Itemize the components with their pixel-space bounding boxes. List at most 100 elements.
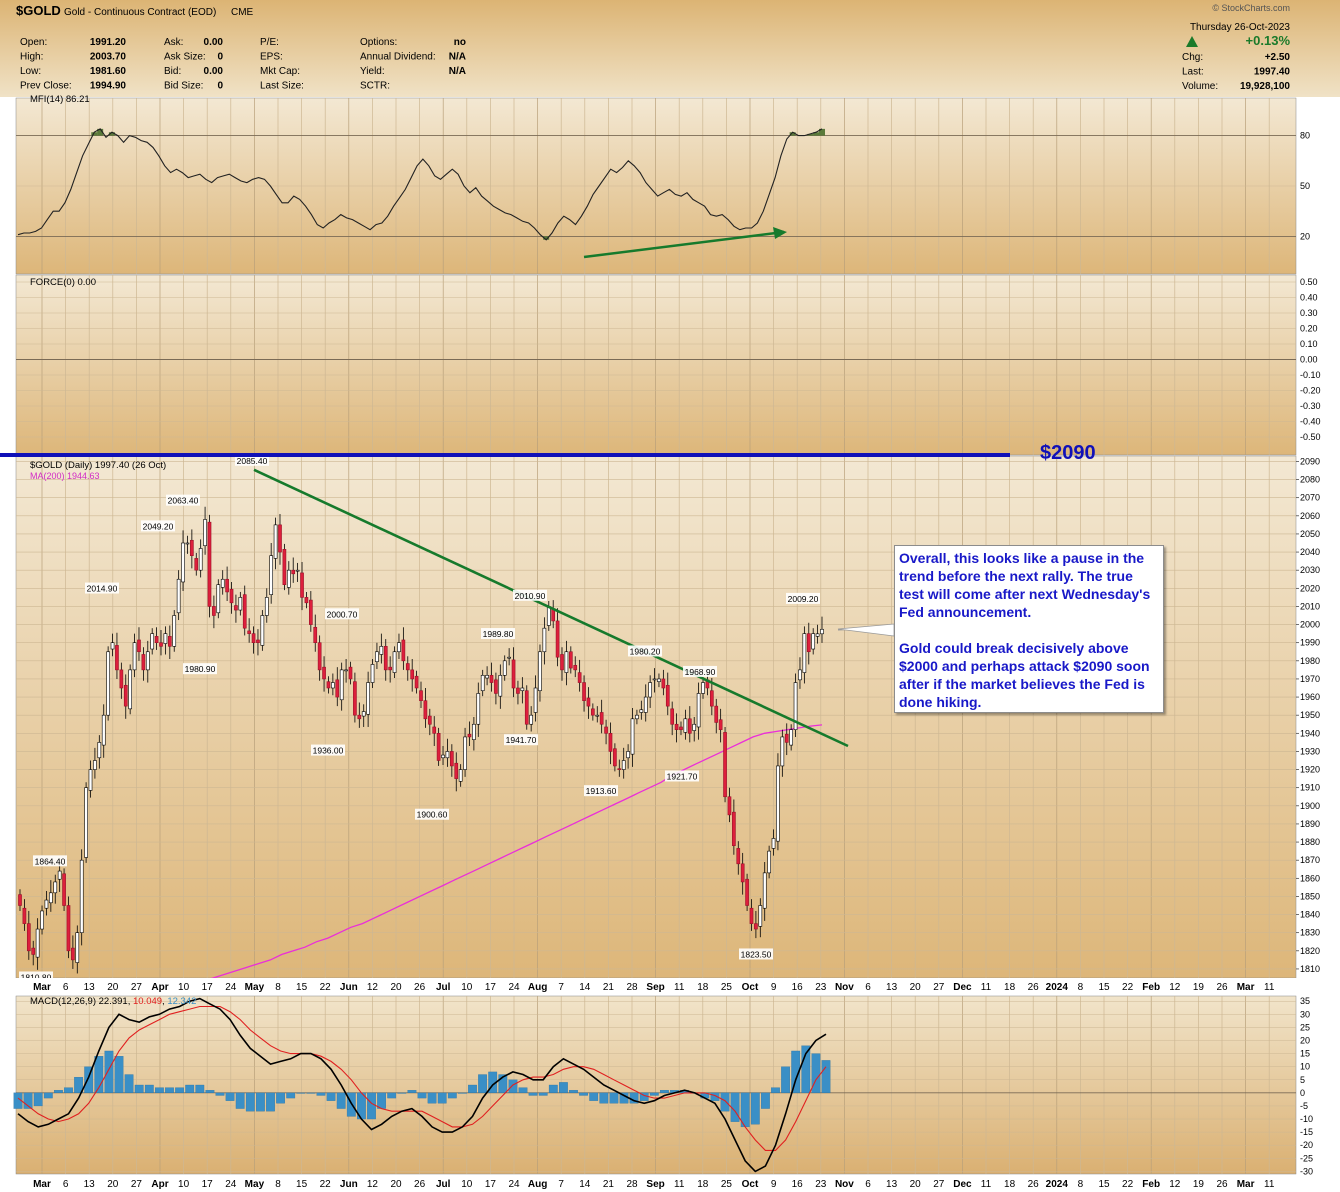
quote-value-0-3: 1994.90 xyxy=(90,81,127,92)
candle xyxy=(123,684,128,707)
x-tick-label: 25 xyxy=(721,982,733,993)
candle xyxy=(573,665,578,671)
price-y-label: 1920 xyxy=(1300,765,1320,775)
x-tick-label: 15 xyxy=(1098,1179,1110,1190)
x-tick-label: Apr xyxy=(151,982,168,993)
x-tick-label: 13 xyxy=(886,1179,898,1190)
x-tick-label: 24 xyxy=(508,982,520,993)
x-tick-label: 27 xyxy=(131,1179,143,1190)
macd-value: 22.391 xyxy=(99,996,128,1007)
x-tick-label: 9 xyxy=(771,982,777,993)
x-tick-label: 10 xyxy=(178,1179,190,1190)
candle xyxy=(167,636,172,647)
candle xyxy=(683,718,688,733)
quote-value-3-1: N/A xyxy=(449,52,466,63)
macd-y-label: -30 xyxy=(1300,1166,1313,1176)
candle xyxy=(582,682,586,701)
quote-label-2-0: P/E: xyxy=(260,37,279,48)
quote-value-0-2: 1981.60 xyxy=(90,66,127,77)
candle xyxy=(661,678,666,689)
x-tick-label: 11 xyxy=(981,1179,992,1190)
candle xyxy=(295,569,300,572)
candle xyxy=(375,651,379,663)
candle xyxy=(516,687,520,694)
candle xyxy=(784,733,789,743)
candle xyxy=(599,712,604,725)
candle xyxy=(732,811,736,846)
candle xyxy=(159,642,163,647)
candle xyxy=(445,751,450,759)
price-y-label: 1820 xyxy=(1300,946,1320,956)
annotation-bg xyxy=(166,494,200,506)
macd-histogram-bar xyxy=(266,1092,275,1112)
macd-histogram-bar xyxy=(185,1084,195,1094)
change-percent: +0.13% xyxy=(1246,33,1291,48)
price-y-label: 1970 xyxy=(1300,674,1320,684)
candle xyxy=(361,711,366,717)
signal-line xyxy=(17,1005,827,1151)
up-arrow-icon xyxy=(1186,36,1198,47)
annotation-bg xyxy=(415,808,449,820)
annotation-label: 2014.90 xyxy=(87,584,118,594)
candle xyxy=(405,663,410,671)
candle xyxy=(560,654,564,671)
annotation-label: 1968.90 xyxy=(685,667,716,677)
quote-value-0-0: 1991.20 xyxy=(90,37,127,48)
mfi-overbought-fill xyxy=(91,132,98,136)
candle xyxy=(533,687,538,713)
macd-histogram-bar xyxy=(528,1092,538,1096)
x-tick-label: 18 xyxy=(697,1179,709,1190)
macd-histogram-bar xyxy=(316,1092,326,1096)
macd-histogram-bar xyxy=(33,1092,43,1107)
macd-histogram-bar xyxy=(104,1050,114,1094)
candle xyxy=(260,615,265,646)
candle xyxy=(745,878,749,906)
candle xyxy=(97,742,102,759)
macd-histogram-bar xyxy=(245,1092,255,1112)
x-tick-label: 26 xyxy=(1028,982,1040,993)
x-tick-label: Sep xyxy=(646,1179,664,1190)
macd-histogram-bar xyxy=(276,1092,285,1104)
candle xyxy=(463,736,467,770)
x-tick-label: Mar xyxy=(1237,982,1255,993)
candle xyxy=(203,519,207,547)
macd-histogram-bar xyxy=(791,1050,801,1094)
macd-histogram-bar xyxy=(387,1092,397,1099)
x-tick-label: 27 xyxy=(933,982,945,993)
macd-y-label: 30 xyxy=(1300,1009,1310,1019)
quote-label-3-3: SCTR: xyxy=(360,81,390,92)
candle xyxy=(427,715,432,725)
candle xyxy=(423,700,428,720)
candle xyxy=(498,675,503,697)
macd-histogram-bar xyxy=(23,1092,33,1109)
price-y-label: 1850 xyxy=(1300,891,1320,901)
watermark: © StockCharts.com xyxy=(1212,3,1290,13)
candle xyxy=(692,723,697,731)
x-tick-label: 26 xyxy=(414,1179,426,1190)
candle xyxy=(348,666,353,680)
quote-label-0-2: Low: xyxy=(20,66,41,77)
candle xyxy=(300,572,304,598)
x-tick-label: 10 xyxy=(461,1179,473,1190)
macd-histogram-bar xyxy=(579,1092,588,1096)
candle xyxy=(207,521,212,607)
macd-histogram-bar xyxy=(417,1092,427,1099)
candle xyxy=(309,599,313,625)
candle xyxy=(286,569,291,588)
candle xyxy=(723,732,727,798)
annotation-label: 1989.80 xyxy=(483,629,514,639)
price-y-label: 1900 xyxy=(1300,801,1320,811)
candle xyxy=(613,748,617,767)
candle xyxy=(278,524,282,553)
macd-histogram-bar xyxy=(821,1060,831,1094)
x-tick-label: 6 xyxy=(865,1179,871,1190)
macd-histogram-bar xyxy=(215,1092,225,1096)
annotation-bg xyxy=(683,665,717,677)
macd-histogram-bar xyxy=(609,1092,619,1104)
x-tick-label: May xyxy=(245,1179,265,1190)
force-title: FORCE(0) 0.00 xyxy=(30,277,96,288)
candle xyxy=(229,588,234,604)
x-tick-label: Jun xyxy=(340,1179,358,1190)
candle xyxy=(736,848,741,865)
force-y-label: 0.20 xyxy=(1300,324,1318,334)
